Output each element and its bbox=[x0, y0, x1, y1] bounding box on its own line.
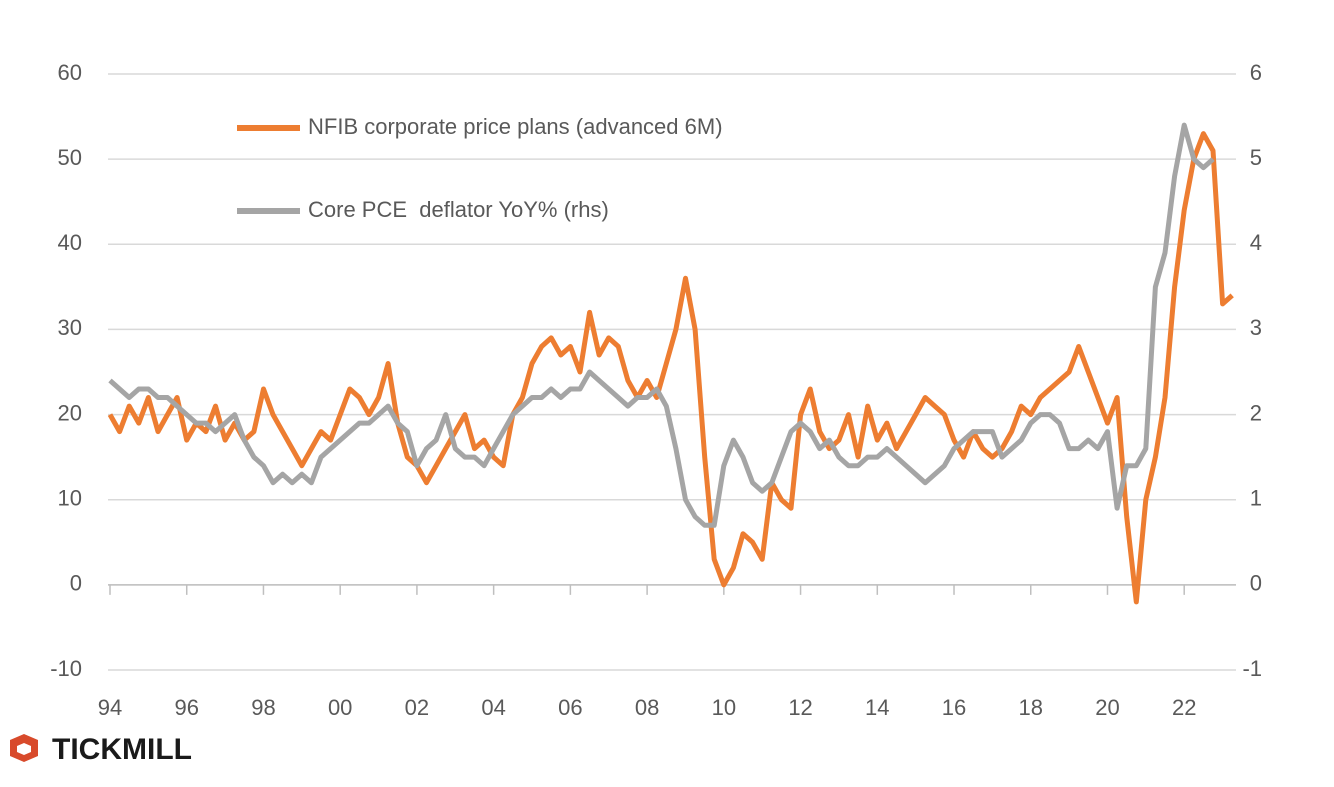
x-tick-label: 98 bbox=[251, 695, 275, 720]
y-tick-label: 20 bbox=[58, 400, 82, 425]
y2-tick-label: 2 bbox=[1250, 400, 1262, 425]
x-tick-label: 00 bbox=[328, 695, 352, 720]
logo: TICKMILL bbox=[10, 733, 192, 766]
legend-label: Core PCE deflator YoY% (rhs) bbox=[308, 197, 609, 222]
x-tick-label: 94 bbox=[98, 695, 122, 720]
x-tick-label: 16 bbox=[942, 695, 966, 720]
x-tick-label: 22 bbox=[1172, 695, 1196, 720]
logo-icon-inner bbox=[17, 743, 31, 755]
y2-tick-label: 1 bbox=[1250, 486, 1262, 511]
x-tick-label: 10 bbox=[712, 695, 736, 720]
x-tick-label: 02 bbox=[405, 695, 429, 720]
series-line bbox=[108, 122, 1215, 528]
y2-tick-label: 6 bbox=[1250, 60, 1262, 85]
y-tick-label: 30 bbox=[58, 315, 82, 340]
x-tick-label: 12 bbox=[788, 695, 812, 720]
x-tick-label: 14 bbox=[865, 695, 889, 720]
y2-tick-label: 5 bbox=[1250, 145, 1262, 170]
legend-label: NFIB corporate price plans (advanced 6M) bbox=[308, 114, 723, 139]
y2-tick-label: 3 bbox=[1250, 315, 1262, 340]
x-tick-label: 08 bbox=[635, 695, 659, 720]
x-tick-label: 06 bbox=[558, 695, 582, 720]
x-tick-label: 18 bbox=[1019, 695, 1043, 720]
y2-tick-label: 4 bbox=[1250, 230, 1262, 255]
y2-tick-label: 0 bbox=[1250, 571, 1262, 596]
y-tick-label: 50 bbox=[58, 145, 82, 170]
y-tick-label: 60 bbox=[58, 60, 82, 85]
y-tick-label: 0 bbox=[70, 571, 82, 596]
y-tick-label: 10 bbox=[58, 486, 82, 511]
x-tick-label: 96 bbox=[174, 695, 198, 720]
x-tick-label: 20 bbox=[1095, 695, 1119, 720]
y-tick-label: -10 bbox=[50, 656, 82, 681]
y-tick-label: 40 bbox=[58, 230, 82, 255]
logo-text: TICKMILL bbox=[52, 733, 192, 766]
x-tick-label: 04 bbox=[481, 695, 505, 720]
y2-tick-label: -1 bbox=[1242, 656, 1262, 681]
series-line bbox=[107, 131, 1234, 605]
